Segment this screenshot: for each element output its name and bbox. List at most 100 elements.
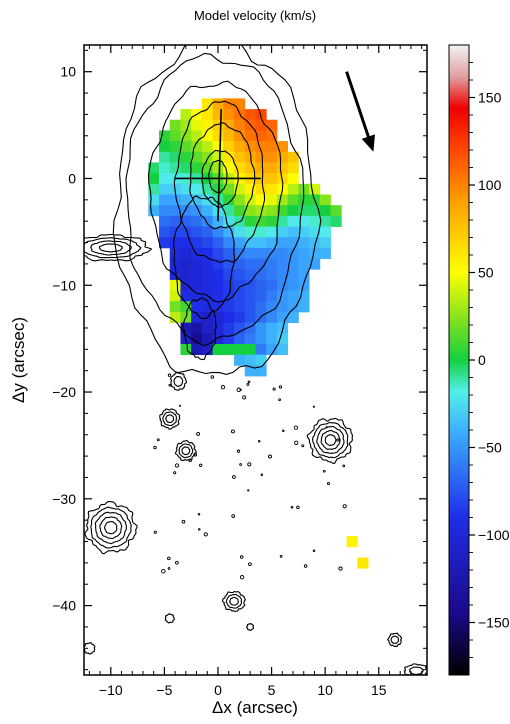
y-tick-label: −10 [52,277,76,293]
velocity-cell [180,290,192,302]
source-contour [164,613,175,624]
velocity-cell [276,343,289,356]
source-contour [162,411,178,427]
velocity-cell [212,109,224,121]
velocity-cell [201,226,214,238]
velocity-cell [266,173,278,185]
velocity-cell [234,130,246,142]
noise-contour [246,382,250,386]
noise-contour [198,528,201,531]
noise-contour [193,452,198,457]
velocity-cell [148,162,160,174]
velocity-cell [287,301,299,313]
velocity-cell [255,290,267,302]
velocity-cell [212,151,224,163]
velocity-cell [287,205,299,217]
velocity-cell [287,290,299,302]
velocity-cell [255,205,267,217]
velocity-cell [223,279,235,291]
velocity-cell [191,141,203,153]
velocity-cell [159,141,171,153]
velocity-cell [234,290,246,302]
source-contour [390,635,400,644]
galaxy-contour [208,159,228,194]
velocity-cell [234,322,246,334]
velocity-cell [180,279,192,291]
velocity-cell [266,215,278,227]
velocity-cell [212,226,224,238]
velocity-cell [244,205,256,217]
velocity-cell [201,162,214,174]
y-tick-label: 10 [60,64,76,80]
velocity-cell [309,215,321,227]
noise-contour [175,560,179,565]
noise-contour [282,429,285,432]
velocity-cell [169,290,181,302]
velocity-cell [244,301,256,313]
x-tick-label: 5 [268,682,276,698]
velocity-cell [169,194,181,206]
velocity-cell [309,183,321,195]
noise-contour [199,463,203,467]
velocity-cell [234,151,246,163]
velocity-cell [180,109,192,121]
velocity-cell [309,226,321,238]
source-contour [246,622,254,632]
plot-frame [83,44,428,676]
velocity-cell [255,354,267,366]
velocity-cell [180,237,192,249]
velocity-cell [234,194,246,206]
velocity-cell [180,258,192,270]
velocity-cell [223,311,235,324]
source-contour [159,408,181,430]
velocity-cell [159,237,171,249]
velocity-cell [234,162,246,174]
velocity-cell [287,311,299,324]
velocity-cell [212,311,224,324]
velocity-cell [212,162,224,174]
colorbar-tick-label: 0 [478,352,486,368]
noise-contour [173,471,177,475]
y-tick-label: −30 [52,491,76,507]
velocity-cell [191,333,203,345]
velocity-cell [298,237,310,249]
velocity-cell [276,258,289,270]
velocity-cell [276,269,289,281]
galaxy-contour [125,52,305,347]
velocity-cell [276,247,289,259]
velocity-cell [223,109,235,121]
source-contour [312,421,349,459]
source-contour [403,663,427,675]
velocity-cell [180,141,192,153]
velocity-cell [234,226,246,238]
noise-contour [338,566,343,571]
velocity-cell [255,215,267,227]
source-contour [94,511,127,545]
velocity-cell [191,301,203,313]
velocity-cell [148,194,160,206]
velocity-cell [212,322,224,334]
velocity-cell [266,311,278,324]
noise-contour [247,462,252,467]
noise-contour [242,395,247,400]
velocity-cell [191,183,203,195]
noise-contour [231,514,236,518]
velocity-cell [309,258,321,270]
velocity-cell [169,301,181,313]
velocity-cell [191,311,203,324]
source-contour [225,594,243,609]
velocity-cell [223,226,235,238]
velocity-cell [255,130,267,142]
velocity-cell [191,205,203,217]
velocity-cell [266,343,278,356]
velocity-cell [212,269,224,281]
colorbar-tick-label: 50 [478,265,494,281]
velocity-cell [169,130,181,142]
velocity-cell [266,301,278,313]
velocity-cell [169,141,181,153]
velocity-cell [191,343,203,356]
velocity-cell [201,269,214,281]
velocity-cell [201,301,214,313]
galaxy-contour [173,100,266,263]
velocity-cell [234,119,246,131]
